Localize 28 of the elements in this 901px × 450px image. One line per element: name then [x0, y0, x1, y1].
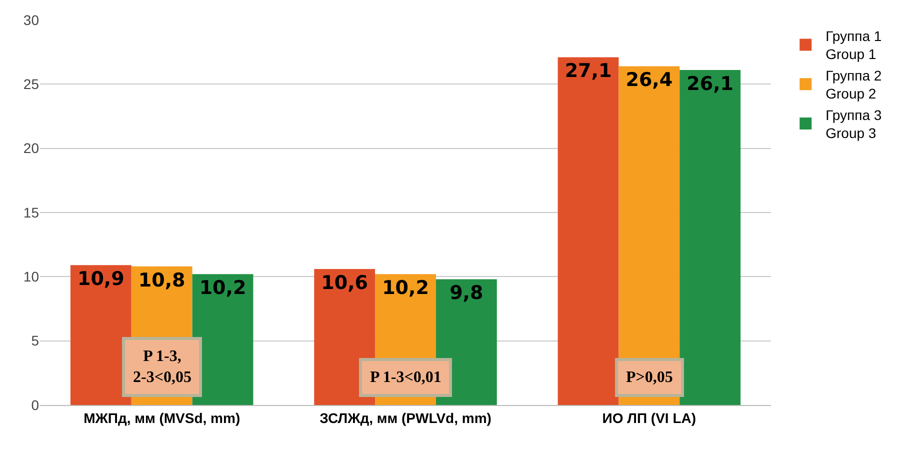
y-tick-label: 30	[23, 12, 40, 28]
legend-label: Группа 1 Group 1	[826, 28, 882, 62]
annotation: P 1-3<0,01	[370, 369, 442, 386]
x-tick-label: МЖПд, мм (MVSd, mm)	[84, 410, 240, 426]
y-tick-label: 10	[23, 268, 40, 285]
legend-label: Группа 3 Group 3	[826, 106, 882, 142]
data-label: 26,1	[686, 73, 734, 96]
data-label: 10,6	[321, 272, 368, 294]
data-label: 10,2	[382, 277, 429, 300]
x-tick-label: ИО ЛП (VI LA)	[602, 410, 696, 426]
data-label: 27,1	[564, 60, 612, 82]
data-label: 26,4	[626, 69, 673, 92]
x-tick-label: ЗСЛЖд, мм (PWLVd, mm)	[320, 410, 492, 426]
legend-label: Группа 2 Group 2	[826, 67, 882, 102]
bar	[558, 57, 619, 405]
y-tick-label: 0	[31, 396, 40, 413]
y-tick-label: 5	[31, 332, 40, 349]
data-label: 10,2	[199, 277, 246, 300]
y-tick-label: 15	[23, 204, 40, 220]
data-label: 10,8	[138, 269, 186, 292]
annotation: P>0,05	[626, 369, 673, 386]
data-label: 10,9	[77, 268, 124, 290]
y-tick-label: 25	[23, 76, 40, 92]
bar	[680, 70, 741, 405]
bar	[70, 265, 132, 405]
y-tick-label: 20	[23, 140, 40, 156]
data-label: 9,8	[450, 282, 484, 304]
annotation: P 1-3, 2-3<0,05	[133, 348, 192, 386]
